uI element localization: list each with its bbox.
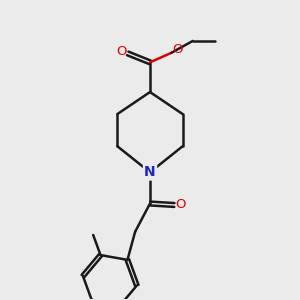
Text: O: O bbox=[172, 43, 183, 56]
Text: N: N bbox=[144, 165, 156, 179]
Text: O: O bbox=[176, 199, 186, 212]
Text: O: O bbox=[116, 44, 126, 58]
